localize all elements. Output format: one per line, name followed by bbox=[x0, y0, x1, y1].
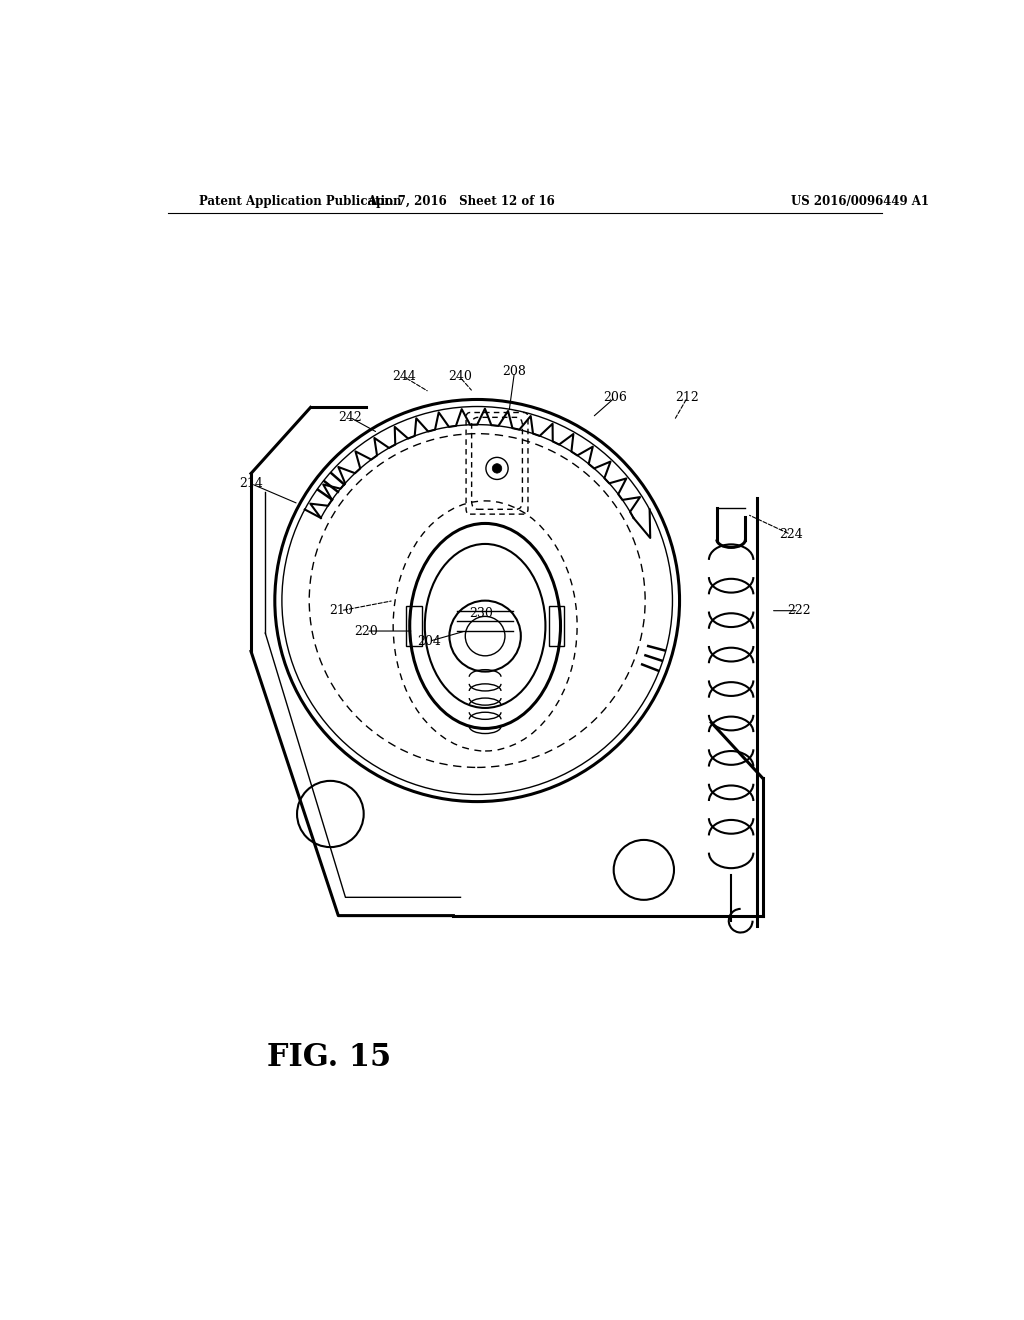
Text: 206: 206 bbox=[603, 391, 628, 404]
Ellipse shape bbox=[493, 463, 502, 473]
Text: 222: 222 bbox=[786, 605, 810, 618]
Text: 230: 230 bbox=[469, 607, 494, 620]
Text: 212: 212 bbox=[676, 391, 699, 404]
Text: 208: 208 bbox=[503, 366, 526, 379]
Text: 242: 242 bbox=[338, 411, 362, 424]
Text: 244: 244 bbox=[392, 371, 416, 383]
Text: 224: 224 bbox=[779, 528, 803, 541]
Text: 220: 220 bbox=[354, 624, 378, 638]
Text: Patent Application Publication: Patent Application Publication bbox=[200, 194, 402, 207]
Text: 240: 240 bbox=[447, 371, 472, 383]
Text: US 2016/0096449 A1: US 2016/0096449 A1 bbox=[791, 194, 929, 207]
Text: Apr. 7, 2016   Sheet 12 of 16: Apr. 7, 2016 Sheet 12 of 16 bbox=[368, 194, 555, 207]
Text: 214: 214 bbox=[239, 477, 263, 490]
Text: 204: 204 bbox=[418, 635, 441, 648]
Text: FIG. 15: FIG. 15 bbox=[267, 1043, 391, 1073]
Text: 210: 210 bbox=[329, 605, 352, 618]
